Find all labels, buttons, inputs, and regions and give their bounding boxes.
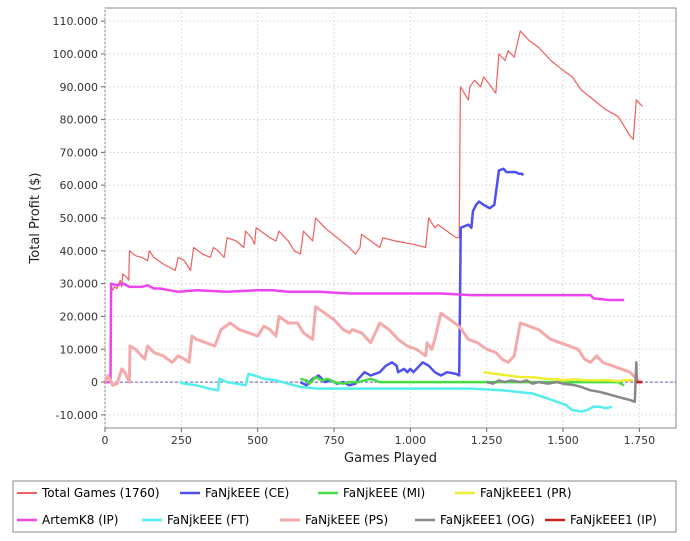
y-tick-label: 80.000 bbox=[60, 114, 99, 127]
x-tick-label: 1.250 bbox=[471, 434, 503, 447]
series-line-3 bbox=[483, 370, 634, 383]
y-tick-label: 50.000 bbox=[60, 212, 99, 225]
y-tick-label: 100.000 bbox=[53, 48, 99, 61]
legend-label: FaNjkEEE (MI) bbox=[343, 486, 425, 500]
legend-label: ArtemK8 (IP) bbox=[42, 513, 118, 527]
series-line-5 bbox=[179, 372, 613, 413]
y-axis-ticks: -10.000 0 10.000 20.000 30.000 40.000 50.000 60… bbox=[53, 15, 105, 422]
y-tick-label: 90.000 bbox=[60, 81, 99, 94]
x-tick-label: 500 bbox=[247, 434, 268, 447]
legend-label: FaNjkEEE (FT) bbox=[167, 513, 249, 527]
x-axis-ticks: 0 250 500 750 1.000 1.250 1.500 1.750 bbox=[102, 428, 656, 447]
y-tick-label: 60.000 bbox=[60, 179, 99, 192]
legend bbox=[12, 480, 677, 533]
y-tick-label: 110.000 bbox=[53, 15, 99, 28]
x-tick-label: 250 bbox=[171, 434, 192, 447]
legend-label: FaNjkEEE1 (PR) bbox=[480, 486, 572, 500]
legend-label: FaNjkEEE1 (IP) bbox=[570, 513, 657, 527]
series-line-1 bbox=[299, 167, 525, 387]
y-tick-label: -10.000 bbox=[56, 409, 98, 422]
legend-label: FaNjkEEE1 (OG) bbox=[440, 513, 535, 527]
x-tick-label: 1.500 bbox=[547, 434, 579, 447]
y-tick-label: 20.000 bbox=[60, 310, 99, 323]
series-line-7 bbox=[486, 361, 639, 404]
legend-label: FaNjkEEE (CE) bbox=[205, 486, 289, 500]
series-line-6 bbox=[103, 305, 642, 387]
grid-lines bbox=[104, 8, 676, 428]
legend-label: FaNjkEEE (PS) bbox=[305, 513, 388, 527]
y-tick-label: 30.000 bbox=[60, 278, 99, 291]
x-tick-label: 1.750 bbox=[624, 434, 656, 447]
series-line-4 bbox=[105, 282, 625, 384]
legend-entries: Total Games (1760) FaNjkEEE (CE) FaNjkEEE … bbox=[17, 486, 657, 527]
y-tick-label: 40.000 bbox=[60, 245, 99, 258]
y-axis-title: Total Profit ($) bbox=[28, 173, 43, 265]
x-tick-label: 0 bbox=[102, 434, 109, 447]
x-tick-label: 1.000 bbox=[395, 434, 427, 447]
y-tick-label: 70.000 bbox=[60, 146, 99, 159]
y-tick-label: 10.000 bbox=[60, 343, 99, 356]
x-axis-title: Games Played bbox=[344, 451, 437, 466]
series-lines bbox=[103, 30, 643, 413]
y-tick-label: 0 bbox=[91, 376, 98, 389]
series-line-0 bbox=[105, 30, 643, 383]
x-tick-label: 750 bbox=[324, 434, 345, 447]
legend-label: Total Games (1760) bbox=[41, 486, 160, 500]
